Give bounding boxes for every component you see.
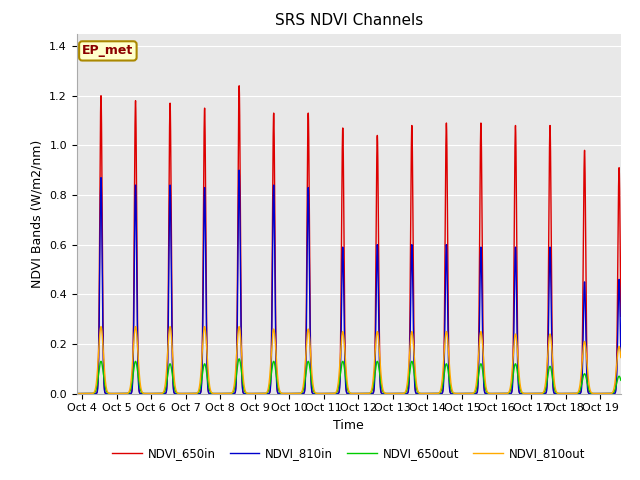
Line: NDVI_810in: NDVI_810in	[79, 170, 638, 394]
NDVI_810in	[75, 391, 83, 396]
Line: NDVI_650out: NDVI_650out	[79, 359, 638, 394]
NDVI_810out	[225, 391, 232, 396]
NDVI_810out	[125, 390, 132, 396]
NDVI_650out	[125, 390, 132, 396]
NDVI_650out	[219, 391, 227, 396]
NDVI_810out	[75, 391, 83, 396]
NDVI_650in	[236, 83, 243, 89]
Y-axis label: NDVI Bands (W/m2/nm): NDVI Bands (W/m2/nm)	[31, 140, 44, 288]
Line: NDVI_650in: NDVI_650in	[79, 86, 638, 394]
NDVI_810out	[97, 324, 105, 329]
NDVI_650in	[141, 391, 149, 396]
NDVI_650out	[515, 383, 523, 388]
NDVI_650out	[236, 356, 243, 362]
NDVI_650out	[75, 391, 83, 396]
NDVI_650out	[634, 391, 640, 396]
NDVI_810out	[515, 374, 523, 380]
NDVI_810in	[236, 168, 243, 173]
Text: EP_met: EP_met	[82, 44, 134, 58]
NDVI_810out	[142, 391, 150, 396]
NDVI_810in	[162, 391, 170, 396]
NDVI_650in	[515, 389, 523, 395]
NDVI_650in	[225, 391, 232, 396]
NDVI_810in	[634, 391, 640, 396]
NDVI_650out	[225, 391, 232, 396]
NDVI_810out	[162, 379, 170, 385]
Line: NDVI_810out: NDVI_810out	[79, 326, 638, 394]
NDVI_650in	[125, 391, 132, 396]
NDVI_650in	[75, 391, 83, 396]
Title: SRS NDVI Channels: SRS NDVI Channels	[275, 13, 423, 28]
NDVI_650out	[162, 386, 170, 392]
NDVI_650in	[162, 391, 170, 396]
NDVI_810in	[141, 391, 149, 396]
Legend: NDVI_650in, NDVI_810in, NDVI_650out, NDVI_810out: NDVI_650in, NDVI_810in, NDVI_650out, NDV…	[108, 443, 590, 465]
NDVI_650in	[219, 391, 227, 396]
NDVI_810out	[634, 391, 640, 396]
NDVI_810out	[219, 391, 227, 396]
NDVI_810in	[125, 391, 132, 396]
NDVI_650out	[141, 391, 149, 396]
X-axis label: Time: Time	[333, 419, 364, 432]
NDVI_810in	[219, 391, 227, 396]
NDVI_810in	[225, 391, 232, 396]
NDVI_650in	[634, 391, 640, 396]
NDVI_810in	[515, 390, 523, 396]
